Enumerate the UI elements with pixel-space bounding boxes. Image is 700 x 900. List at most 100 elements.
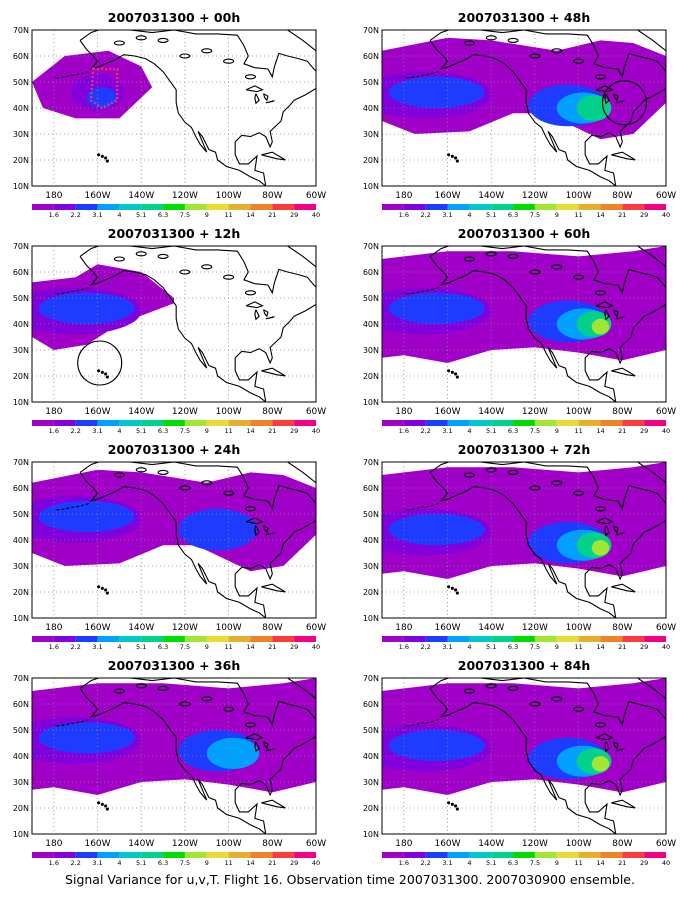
colorbar-swatch [600,204,623,210]
great-lake [245,301,264,309]
colorbar-label: 29 [640,643,648,651]
arctic-island [179,269,191,275]
latitude-tick-label: 60N [363,484,379,493]
hawaii-island [450,154,454,158]
colorbar-label: 6.3 [508,427,518,435]
variance-contour [178,508,258,551]
cuba-coastline [261,367,286,377]
panel-title: 2007031300 + 00h [108,10,240,25]
longitude-tick-label: 120W [522,839,548,849]
map-area: 10N 20N 30N 40N 50N 60N 70N 180 160W 140W 120W 100W… [13,674,326,867]
colorbar-swatch [294,204,316,210]
latitude-tick-label: 20N [13,156,29,165]
colorbar-swatch [141,852,164,858]
colorbar-label: 21 [268,211,276,219]
latitude-tick-label: 10N [363,614,379,623]
arctic-island [201,264,213,270]
arctic-island [179,53,191,59]
colorbar-label: 6.3 [158,427,168,435]
great-lake [245,517,264,525]
map-panel: 2007031300 + 36h 10N 20N 30N 40N 50N 60N 70N 180… [13,658,326,867]
colorbar-label: 21 [268,859,276,867]
longitude-tick-label: 140W [128,191,154,201]
variance-shading [382,37,666,140]
colorbar-swatch [206,636,229,642]
hawaii-island [100,154,104,158]
colorbar-label: 5.1 [136,427,146,435]
map-panel: 2007031300 + 24h 10N 20N 30N 40N 50N 60N 70N 180… [13,442,326,651]
colorbar-swatch [513,420,535,426]
panel-title: 2007031300 + 36h [108,658,240,673]
aleutian-islands [403,503,439,511]
colorbar-label: 9 [555,211,559,219]
map-panel: 2007031300 + 48h 10N 20N 30N 40N 50N 60N 70N 180… [363,10,676,219]
latitude-tick-label: 70N [363,458,379,467]
map-frame [31,245,317,403]
great-lake [595,301,614,309]
arctic-island [485,683,497,689]
colorbar-label: 4 [467,643,471,651]
colorbar-swatch [491,204,514,210]
longitude-tick-label: 160W [434,407,460,417]
latitude-tick-label: 40N [13,320,29,329]
colorbar-swatch [425,852,448,858]
arctic-island [507,37,519,43]
colorbar-swatch [644,852,666,858]
colorbar-swatch [97,636,120,642]
longitude-tick-label: 100W [566,839,592,849]
coastlines [53,246,316,402]
longitude-tick-label: 80W [262,191,282,201]
latitude-tick-label: 40N [363,752,379,761]
colorbar-label: 4 [467,211,471,219]
colorbar-swatch [294,852,316,858]
map-area: 10N 20N 30N 40N 50N 60N 70N 180 160W 140W 120W 100W… [13,26,326,219]
longitude-tick-label: 60W [656,407,676,417]
colorbar-swatch [469,852,492,858]
arctic-island [529,269,541,275]
colorbar-swatch [425,420,448,426]
colorbar-swatch [250,420,273,426]
great-lake [604,525,610,537]
longitude-tick-label: 180 [395,839,412,849]
great-lake [615,316,625,320]
latitude-tick-label: 30N [13,130,29,139]
colorbar-swatch [163,852,185,858]
colorbar-swatch [97,852,120,858]
colorbar-label: 9 [205,427,209,435]
colorbar-swatch [491,852,514,858]
arctic-island [244,290,257,296]
variance-contour [38,722,135,754]
longitude-tick-label: 180 [395,623,412,633]
arctic-island [157,685,169,691]
colorbar-label: 11 [574,859,582,867]
colorbar-label: 2.2 [71,427,81,435]
colorbar-swatch [447,420,470,426]
figure-caption: Signal Variance for u,v,T. Flight 16. Ob… [65,872,635,887]
great-lake [595,85,614,93]
great-lake [615,532,625,536]
latitude-tick-label: 20N [363,804,379,813]
greenland-coastline [637,462,666,484]
colorbar-swatch [600,636,623,642]
latitude-tick-label: 70N [363,242,379,251]
colorbar-label: 7.5 [180,211,190,219]
hawaii-island [450,586,454,590]
latitude-tick-label: 70N [363,26,379,35]
aleutian-islands [403,287,439,295]
latitude-tick-label: 10N [13,398,29,407]
latitude-tick-label: 50N [13,294,29,303]
colorbar-swatch [119,420,142,426]
colorbar-swatch [556,636,579,642]
great-lake [263,93,269,102]
colorbar-swatch [644,420,666,426]
longitude-tick-label: 60W [656,623,676,633]
colorbar-label: 9 [205,859,209,867]
latitude-tick-label: 40N [363,320,379,329]
colorbar-swatch [75,204,98,210]
arctic-island [244,74,257,80]
colorbar-swatch [272,852,295,858]
colorbar-label: 40 [662,859,670,867]
colorbar-label: 5.1 [486,643,496,651]
panel-title: 2007031300 + 72h [458,442,590,457]
